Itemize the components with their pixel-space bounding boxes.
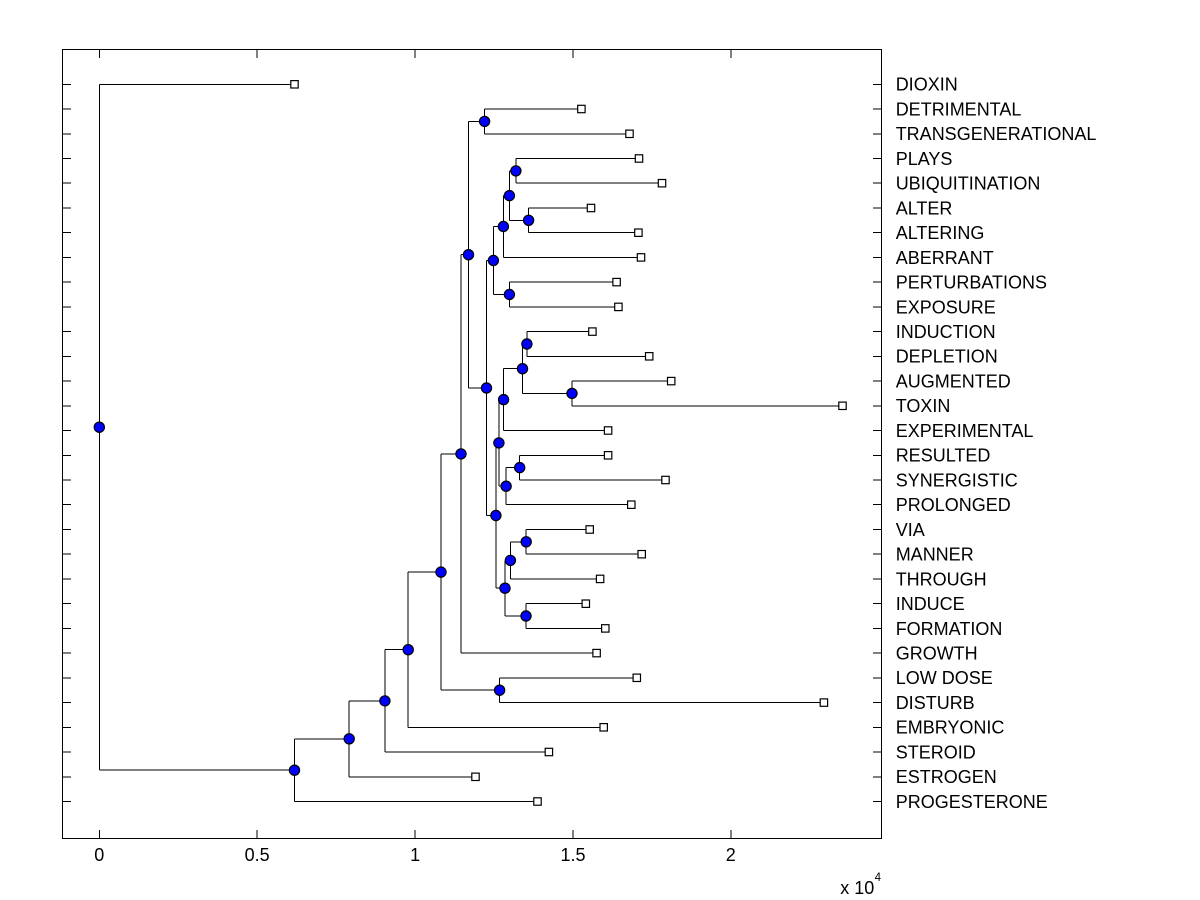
svg-text:GROWTH: GROWTH — [896, 644, 978, 664]
svg-text:MANNER: MANNER — [896, 545, 974, 565]
svg-text:FORMATION: FORMATION — [896, 619, 1003, 639]
svg-text:2: 2 — [726, 845, 736, 865]
svg-text:ALTER: ALTER — [896, 198, 953, 218]
svg-text:LOW DOSE: LOW DOSE — [896, 668, 993, 688]
svg-text:ABERRANT: ABERRANT — [896, 248, 994, 268]
svg-text:1: 1 — [410, 845, 420, 865]
svg-text:THROUGH: THROUGH — [896, 569, 987, 589]
svg-text:SYNERGISTIC: SYNERGISTIC — [896, 470, 1018, 490]
svg-text:ALTERING: ALTERING — [896, 223, 985, 243]
svg-text:VIA: VIA — [896, 520, 925, 540]
svg-text:AUGMENTED: AUGMENTED — [896, 372, 1011, 392]
svg-text:DETRIMENTAL: DETRIMENTAL — [896, 99, 1022, 119]
svg-text:EXPOSURE: EXPOSURE — [896, 297, 996, 317]
svg-text:DISTURB: DISTURB — [896, 693, 975, 713]
svg-text:PERTURBATIONS: PERTURBATIONS — [896, 273, 1047, 293]
svg-text:1.5: 1.5 — [560, 845, 585, 865]
svg-text:STEROID: STEROID — [896, 742, 976, 762]
svg-text:EXPERIMENTAL: EXPERIMENTAL — [896, 421, 1034, 441]
svg-text:PROGESTERONE: PROGESTERONE — [896, 792, 1048, 812]
svg-text:DEPLETION: DEPLETION — [896, 347, 998, 367]
svg-text:INDUCTION: INDUCTION — [896, 322, 996, 342]
svg-text:PROLONGED: PROLONGED — [896, 495, 1011, 515]
svg-text:TRANSGENERATIONAL: TRANSGENERATIONAL — [896, 124, 1097, 144]
svg-text:ESTROGEN: ESTROGEN — [896, 767, 997, 787]
svg-text:0: 0 — [94, 845, 104, 865]
svg-text:EMBRYONIC: EMBRYONIC — [896, 718, 1005, 738]
svg-text:DIOXIN: DIOXIN — [896, 75, 958, 95]
svg-text:PLAYS: PLAYS — [896, 149, 953, 169]
svg-text:TOXIN: TOXIN — [896, 396, 951, 416]
svg-text:x 10: x 10 — [840, 878, 874, 898]
svg-text:UBIQUITINATION: UBIQUITINATION — [896, 174, 1041, 194]
svg-text:RESULTED: RESULTED — [896, 446, 991, 466]
svg-text:0.5: 0.5 — [245, 845, 270, 865]
svg-text:4: 4 — [875, 872, 882, 884]
svg-text:INDUCE: INDUCE — [896, 594, 965, 614]
